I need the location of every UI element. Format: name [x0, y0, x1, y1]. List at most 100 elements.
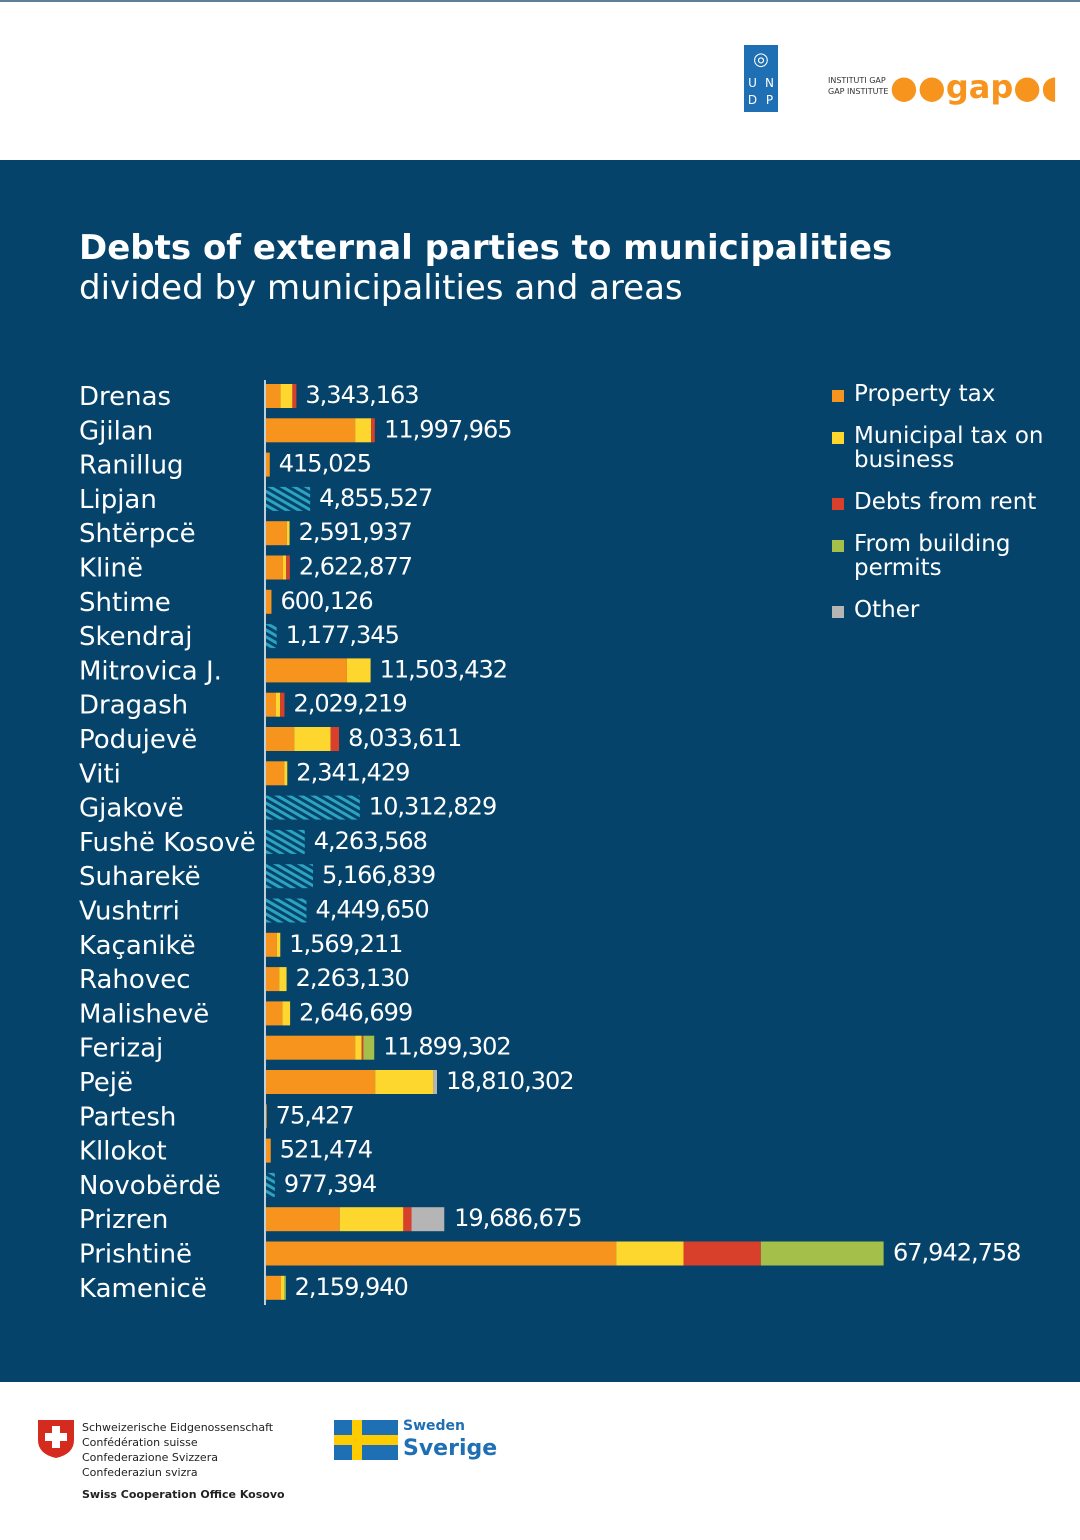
- bar-segment: [266, 521, 287, 546]
- total-label: 5,166,839: [322, 861, 435, 889]
- bar-segment: [361, 1035, 364, 1060]
- bar-segment: [266, 1070, 376, 1094]
- bar-segment: [371, 418, 375, 443]
- total-label: 4,449,650: [315, 896, 428, 924]
- legend-item: Debts from rent: [832, 490, 1044, 514]
- legend-label: From building permits: [854, 531, 1011, 581]
- legend-label: Other: [854, 597, 920, 623]
- legend-label: Municipal tax on business: [854, 423, 1044, 473]
- category-label: Malishevë: [79, 999, 209, 1029]
- swiss-line: Schweizerische Eidgenossenschaft: [82, 1421, 274, 1434]
- bar-segment: [276, 932, 281, 957]
- total-label: 2,341,429: [296, 758, 409, 786]
- hatched-bar: [266, 864, 313, 889]
- bar-segment: [266, 418, 356, 443]
- legend-swatch: [832, 390, 844, 402]
- bar-segment: [355, 1035, 362, 1060]
- bar-segment: [266, 761, 285, 786]
- total-label: 8,033,611: [348, 724, 461, 752]
- total-label: 3,343,163: [305, 381, 418, 409]
- bar-segment: [276, 692, 281, 717]
- bar-segment: [284, 761, 288, 786]
- total-label: 2,263,130: [296, 964, 409, 992]
- category-label: Kaçanikë: [79, 931, 196, 961]
- total-label: 67,942,758: [893, 1239, 1020, 1267]
- bar-segment: [266, 1241, 617, 1266]
- category-label: Shtime: [79, 588, 171, 618]
- swiss-line: Confédération suisse: [82, 1436, 198, 1449]
- bar-segment: [616, 1241, 684, 1266]
- bar-segment: [375, 1070, 434, 1094]
- category-label: Dragash: [79, 691, 188, 721]
- bar-segment: [266, 1275, 282, 1300]
- total-label: 75,427: [276, 1101, 354, 1129]
- swiss-line: Confederazione Svizzera: [82, 1451, 218, 1464]
- total-label: 11,503,432: [380, 655, 507, 683]
- total-label: 1,569,211: [289, 930, 402, 958]
- bar-segment: [266, 692, 277, 717]
- total-label: 10,312,829: [369, 793, 496, 821]
- swiss-text: Schweizerische Eidgenossenschaft Confédér…: [82, 1420, 273, 1480]
- bar-segment: [266, 967, 280, 992]
- chart-subtitle: divided by municipalities and areas: [79, 268, 683, 308]
- bar-segment: [266, 589, 272, 614]
- category-label: Ferizaj: [79, 1034, 163, 1064]
- bar-segment: [266, 1207, 340, 1232]
- hatched-bar: [266, 624, 277, 649]
- sweden-flag: [334, 1420, 398, 1460]
- bar-segment: [411, 1207, 445, 1232]
- category-label: Skendraj: [79, 622, 192, 652]
- hatched-bar: [266, 795, 360, 820]
- gap-logo: ●●gap●◖: [890, 68, 1059, 106]
- undp-letter: D: [747, 93, 758, 107]
- bar-segment: [355, 418, 372, 443]
- category-label: Gjakovë: [79, 794, 184, 824]
- bar-segment: [286, 521, 290, 546]
- undp-letter: U: [748, 76, 757, 90]
- bar-segment: [280, 692, 285, 717]
- undp-letter: P: [765, 93, 774, 107]
- total-label: 4,855,527: [319, 484, 432, 512]
- bar-segment: [683, 1241, 761, 1266]
- chart-panel: [0, 160, 1080, 1382]
- category-label: Vushtrri: [79, 897, 180, 927]
- category-label: Mitrovica J.: [79, 656, 222, 686]
- bar-segment: [282, 1001, 291, 1026]
- total-label: 415,025: [279, 450, 371, 478]
- total-label: 2,622,877: [299, 553, 412, 581]
- category-label: Gjilan: [79, 416, 153, 446]
- bar-segment: [266, 555, 284, 580]
- bar-segment: [266, 1104, 267, 1129]
- category-label: Klinë: [79, 554, 143, 584]
- total-label: 521,474: [280, 1136, 372, 1164]
- bar-segment: [266, 727, 295, 751]
- bar-segment: [760, 1241, 884, 1266]
- legend-label: Property tax: [854, 381, 996, 407]
- top-rule: [0, 0, 1080, 2]
- chart-title: Debts of external parties to municipalit…: [79, 228, 893, 268]
- category-label: Lipjan: [79, 485, 157, 515]
- category-label: Suharekë: [79, 862, 201, 892]
- swiss-line: Confederaziun svizra: [82, 1466, 198, 1479]
- category-label: Shtërpcë: [79, 519, 196, 549]
- bar-segment: [363, 1035, 375, 1060]
- category-label: Rahovec: [79, 965, 191, 995]
- gap-word: gap: [945, 68, 1014, 106]
- bar-segment: [346, 658, 371, 683]
- legend-item: Municipal tax on business: [832, 424, 1044, 472]
- legend-label: Debts from rent: [854, 489, 1037, 515]
- bar-segment: [266, 658, 347, 683]
- legend-item: From building permits: [832, 532, 1044, 580]
- bar-segment: [339, 1207, 404, 1232]
- total-label: 2,159,940: [295, 1273, 408, 1301]
- gap-line: INSTITUTI GAP: [828, 76, 886, 85]
- bar-segment: [433, 1070, 438, 1094]
- total-label: 2,029,219: [293, 690, 406, 718]
- bar-segment: [292, 384, 297, 408]
- hatched-bar: [266, 829, 305, 854]
- total-label: 600,126: [280, 587, 372, 615]
- bar-segment: [279, 967, 287, 992]
- total-label: 2,591,937: [299, 518, 412, 546]
